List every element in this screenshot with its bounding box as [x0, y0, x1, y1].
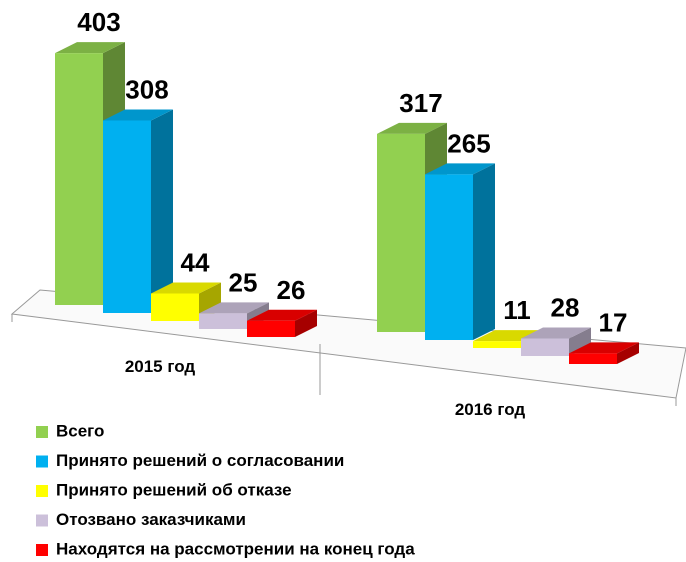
- legend-label: Принято решений об отказе: [56, 480, 292, 499]
- bar-top: [521, 327, 591, 339]
- bar: [425, 174, 473, 340]
- value-label: 11: [503, 295, 531, 325]
- bar-top: [103, 109, 173, 121]
- legend-swatch: [36, 514, 48, 527]
- bar: [55, 53, 103, 305]
- bar: [569, 353, 617, 364]
- bar-top: [377, 122, 447, 134]
- bar: [521, 338, 569, 356]
- value-label: 403: [77, 7, 120, 37]
- bar: [199, 313, 247, 329]
- value-label: 17: [599, 307, 628, 337]
- bar: [247, 320, 295, 337]
- bar: [377, 133, 425, 332]
- x-tick-label: 2016 год: [455, 400, 526, 419]
- bar-top: [247, 309, 317, 321]
- bar-top: [55, 42, 125, 54]
- bar-group: [199, 302, 269, 329]
- bar-group: [569, 342, 639, 364]
- legend-swatch: [36, 426, 48, 438]
- bar-side: [151, 109, 173, 313]
- bar-top: [425, 163, 495, 175]
- bar-top: [199, 302, 269, 314]
- value-label: 317: [399, 88, 442, 118]
- bar-top: [569, 342, 639, 354]
- bar: [473, 341, 521, 348]
- value-label: 28: [551, 293, 580, 323]
- bar-group: [247, 309, 317, 337]
- bar-side: [617, 342, 639, 364]
- bar-group: [521, 327, 591, 356]
- value-label: 308: [125, 75, 168, 105]
- bar-side: [473, 163, 495, 340]
- legend-swatch: [36, 485, 48, 497]
- value-label: 265: [447, 128, 490, 158]
- value-label: 26: [277, 275, 306, 305]
- value-label: 44: [181, 248, 210, 278]
- bar-side: [569, 327, 591, 356]
- x-tick-label: 2015 год: [125, 357, 196, 376]
- bar-group: [425, 163, 495, 340]
- value-label: 25: [229, 267, 258, 297]
- legend-label: Всего: [56, 421, 104, 440]
- bar: [151, 293, 199, 321]
- bar: [103, 120, 151, 313]
- legend-label: Принято решений о согласовании: [56, 451, 344, 470]
- legend-label: Находятся на рассмотрении на конец года: [56, 539, 415, 558]
- bar-group: [103, 109, 173, 313]
- legend-swatch: [36, 544, 48, 556]
- bar-side: [295, 309, 317, 337]
- legend-label: Отозвано заказчиками: [56, 510, 246, 529]
- legend-swatch: [36, 455, 48, 468]
- bar-top: [151, 282, 221, 294]
